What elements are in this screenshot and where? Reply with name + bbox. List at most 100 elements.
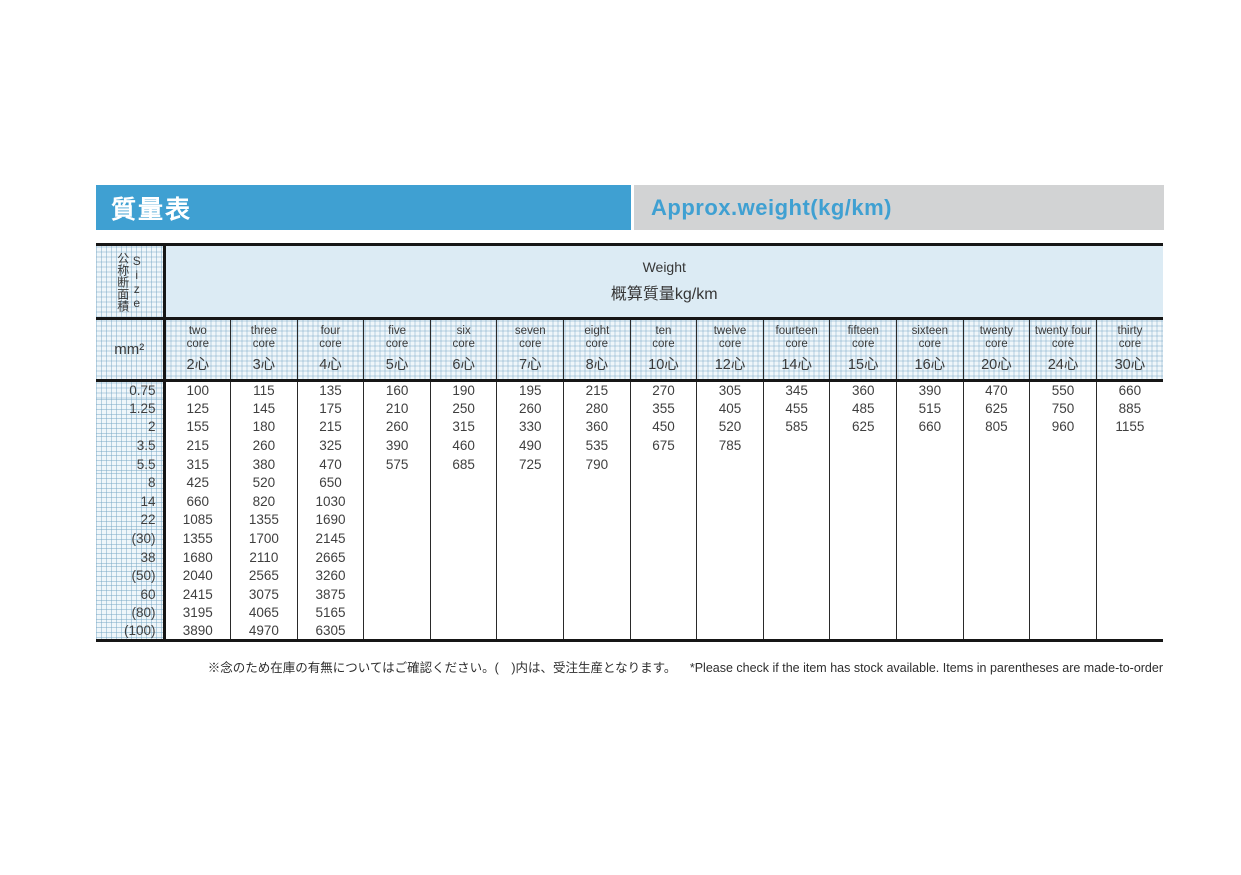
weight-value: 145 xyxy=(230,399,298,418)
core-column-header: two core 2心 xyxy=(164,318,231,382)
weight-value xyxy=(962,436,1030,455)
header-row-weight: 公称断面積 Size Weight 概算質量kg/km xyxy=(96,244,1163,320)
weight-value xyxy=(629,510,697,530)
weight-value: 1030 xyxy=(296,492,364,511)
weight-value: 2665 xyxy=(296,547,364,567)
weight-value xyxy=(1095,436,1163,455)
weight-value: 1700 xyxy=(230,529,298,548)
weight-value xyxy=(629,547,697,567)
core-column-header: five core 5心 xyxy=(363,318,431,382)
weight-value xyxy=(696,547,764,567)
weight-value xyxy=(962,473,1030,493)
weight-value xyxy=(1095,529,1163,548)
weight-value xyxy=(696,529,764,548)
weight-value xyxy=(629,622,697,641)
core-count-jp: 16心 xyxy=(914,357,946,373)
weight-value: 535 xyxy=(563,436,631,455)
weight-value: 450 xyxy=(629,417,697,437)
table-row: 0.75 100 115 135 160 190 195 215 270 305 345 360 39… xyxy=(96,380,1163,400)
weight-value xyxy=(762,622,830,641)
weight-value xyxy=(696,585,764,604)
weight-value xyxy=(829,547,897,567)
weight-value xyxy=(496,492,564,511)
core-word: core xyxy=(252,337,276,350)
weight-value xyxy=(962,454,1030,474)
weight-value xyxy=(563,547,631,567)
weight-value xyxy=(1095,510,1163,530)
core-column-header: twenty core 20心 xyxy=(962,318,1030,382)
weight-value: 1680 xyxy=(182,549,213,565)
weight-value: 215 xyxy=(186,438,210,454)
weight-value xyxy=(762,547,830,567)
weight-value: 315 xyxy=(186,456,210,472)
weight-value xyxy=(629,492,697,511)
core-count-en: five xyxy=(388,325,407,337)
weight-value xyxy=(363,622,431,641)
weight-header-en: Weight xyxy=(642,259,686,275)
weight-value: 390 xyxy=(896,380,964,400)
weight-value: 125 xyxy=(186,400,210,416)
weight-value xyxy=(496,603,564,623)
weight-value: 520 xyxy=(230,473,298,493)
size-value: 60 xyxy=(96,585,166,604)
title-bar-en: Approx.weight(kg/km) xyxy=(634,185,1164,230)
core-word: core xyxy=(385,337,409,350)
weight-value: 685 xyxy=(429,454,497,474)
core-count-jp: 7心 xyxy=(518,357,542,373)
core-word: core xyxy=(1051,337,1075,350)
size-header-en: Size xyxy=(129,253,144,310)
weight-value: 260 xyxy=(363,417,431,437)
size-value: 2 xyxy=(96,417,166,437)
weight-value: 660 xyxy=(1095,380,1163,400)
core-word: core xyxy=(186,337,209,350)
weight-value xyxy=(696,510,764,530)
weight-value: 625 xyxy=(962,399,1030,418)
weight-value xyxy=(896,510,964,530)
weight-value xyxy=(429,603,497,623)
core-word: core xyxy=(852,337,875,350)
weight-value xyxy=(762,454,830,474)
weight-value xyxy=(696,473,764,493)
weight-value: 750 xyxy=(1029,399,1097,418)
weight-value xyxy=(762,473,830,493)
weight-value xyxy=(962,510,1030,530)
core-count-en: six xyxy=(456,325,471,337)
weight-value: 820 xyxy=(230,492,298,511)
core-count-en: four xyxy=(320,325,341,337)
core-word: core xyxy=(652,337,675,350)
size-value: 22 xyxy=(96,510,166,530)
weight-value: 3075 xyxy=(230,585,298,604)
core-count-en: thirty xyxy=(1117,325,1143,337)
size-header-cell: 公称断面積 Size xyxy=(96,244,166,320)
weight-value xyxy=(829,454,897,474)
weight-value: 470 xyxy=(296,454,364,474)
page-title-jp: 質量表 xyxy=(111,195,193,224)
core-column-header: three core 3心 xyxy=(230,318,298,382)
weight-value: 805 xyxy=(962,417,1030,437)
weight-value: 785 xyxy=(696,436,764,455)
table-row: 22 1085 1355 1690 xyxy=(96,510,1163,530)
core-count-jp: 24心 xyxy=(1047,357,1079,373)
weight-value xyxy=(363,510,431,530)
weight-value xyxy=(896,454,964,474)
weight-value: 550 xyxy=(1029,380,1097,400)
weight-value xyxy=(429,622,497,641)
weight-value: 2040 xyxy=(182,568,213,584)
core-column-header: seven core 7心 xyxy=(496,318,564,382)
weight-value: 3260 xyxy=(296,566,364,586)
weight-value: 470 xyxy=(962,380,1030,400)
weight-value xyxy=(629,454,697,474)
weight-value: 260 xyxy=(230,436,298,455)
weight-value xyxy=(429,566,497,586)
weight-value xyxy=(563,473,631,493)
table-row: 5.5 315 380 470 575 685 725 790 xyxy=(96,454,1163,474)
weight-value xyxy=(1029,603,1097,623)
weight-value xyxy=(1029,492,1097,511)
weight-value xyxy=(829,529,897,548)
weight-value: 660 xyxy=(896,417,964,437)
weight-value: 175 xyxy=(296,399,364,418)
weight-value xyxy=(962,492,1030,511)
weight-value xyxy=(762,566,830,586)
table-row: 8 425 520 650 xyxy=(96,473,1163,493)
weight-value xyxy=(1029,510,1097,530)
